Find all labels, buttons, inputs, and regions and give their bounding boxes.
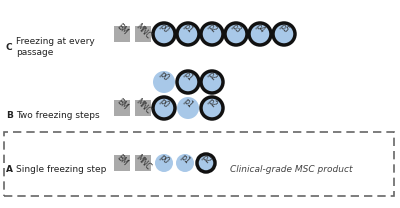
Bar bbox=[114, 26, 130, 42]
Text: p4: p4 bbox=[253, 22, 267, 35]
Text: Two freezing steps: Two freezing steps bbox=[16, 111, 100, 120]
Text: p3: p3 bbox=[229, 22, 243, 35]
Text: p2: p2 bbox=[206, 97, 218, 110]
Text: p1: p1 bbox=[182, 97, 194, 110]
Circle shape bbox=[176, 154, 194, 172]
Text: p0: p0 bbox=[157, 70, 171, 83]
Bar bbox=[135, 100, 151, 116]
Bar bbox=[135, 26, 151, 42]
Text: p0: p0 bbox=[157, 22, 171, 35]
Circle shape bbox=[225, 23, 247, 45]
Text: Freezing at every
passage: Freezing at every passage bbox=[16, 37, 95, 57]
Text: p1: p1 bbox=[182, 22, 194, 35]
Text: p5: p5 bbox=[277, 22, 291, 35]
Text: BM: BM bbox=[115, 22, 129, 37]
Text: MNC: MNC bbox=[134, 22, 152, 41]
Circle shape bbox=[177, 23, 199, 45]
Text: p0: p0 bbox=[157, 153, 171, 166]
Text: C: C bbox=[6, 42, 13, 52]
Circle shape bbox=[153, 71, 175, 93]
Circle shape bbox=[177, 97, 199, 119]
Circle shape bbox=[153, 97, 175, 119]
Text: MNC: MNC bbox=[134, 153, 152, 172]
Text: MNC: MNC bbox=[134, 97, 152, 116]
Text: B: B bbox=[6, 111, 13, 120]
Bar bbox=[4, 132, 394, 196]
Text: A: A bbox=[6, 166, 13, 175]
Text: BM: BM bbox=[115, 97, 129, 112]
Circle shape bbox=[197, 154, 215, 172]
Text: p2: p2 bbox=[200, 153, 212, 166]
Text: p2: p2 bbox=[206, 70, 218, 83]
Text: p0: p0 bbox=[157, 97, 171, 110]
Bar bbox=[114, 155, 130, 171]
Circle shape bbox=[201, 71, 223, 93]
Circle shape bbox=[273, 23, 295, 45]
Text: p1: p1 bbox=[178, 153, 192, 166]
Text: p2: p2 bbox=[206, 22, 218, 35]
Bar bbox=[114, 100, 130, 116]
Circle shape bbox=[201, 97, 223, 119]
Circle shape bbox=[155, 154, 173, 172]
Text: Clinical-grade MSC product: Clinical-grade MSC product bbox=[230, 166, 352, 175]
Circle shape bbox=[249, 23, 271, 45]
Text: Single freezing step: Single freezing step bbox=[16, 166, 106, 175]
Circle shape bbox=[177, 71, 199, 93]
Circle shape bbox=[201, 23, 223, 45]
Circle shape bbox=[153, 23, 175, 45]
Text: p1: p1 bbox=[182, 70, 194, 83]
Bar bbox=[135, 155, 151, 171]
Text: BM: BM bbox=[115, 153, 129, 168]
